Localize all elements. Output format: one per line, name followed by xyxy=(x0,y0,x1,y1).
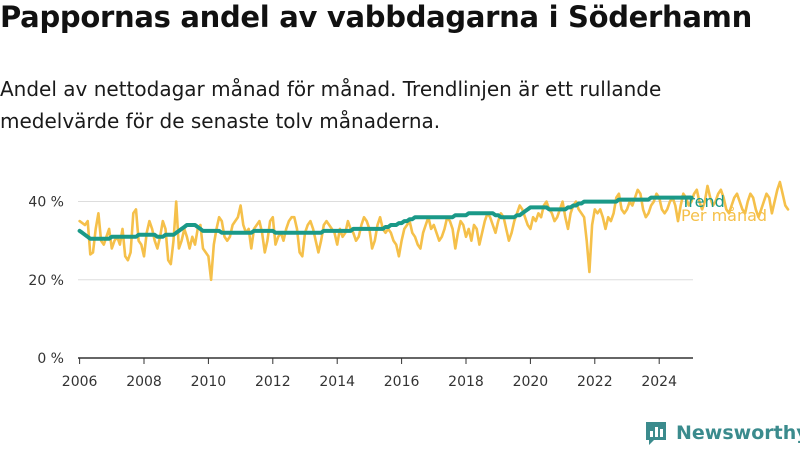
series-label-trend: Trend xyxy=(680,192,725,211)
x-tick-label: 2010 xyxy=(191,374,227,390)
x-tick-label: 2020 xyxy=(513,374,549,390)
x-tick-label: 2024 xyxy=(641,374,677,390)
newsworthy-logo[interactable]: Newsworthy xyxy=(644,418,800,448)
trend-line xyxy=(77,195,694,241)
newsworthy-bar-chart-logo-icon xyxy=(646,422,666,445)
chart-subtitle: Andel av nettodagar månad för månad. Tre… xyxy=(0,77,662,133)
y-tick-label: 0 % xyxy=(37,351,64,367)
logo-text: Newsworthy xyxy=(676,422,800,444)
x-tick-label: 2016 xyxy=(384,374,420,390)
x-tick-label: 2014 xyxy=(319,374,355,390)
series-label-monthly: Per månad xyxy=(681,206,767,225)
axes: 0 % 20 % 40 % 2006 2008 2010 2012 2014 2016 2018 2… xyxy=(28,195,693,390)
x-tick-label: 2012 xyxy=(255,374,291,390)
x-tick-label: 2022 xyxy=(577,374,613,390)
y-tick-label: 20 % xyxy=(28,273,64,289)
line-chart: 0 % 20 % 40 % 2006 2008 2010 2012 2014 2016 2018 2… xyxy=(28,180,790,390)
x-tick-label: 2006 xyxy=(62,374,98,390)
x-tick-label: 2008 xyxy=(126,374,162,390)
y-tick-label: 40 % xyxy=(28,195,64,211)
series xyxy=(77,180,790,282)
x-tick-label: 2018 xyxy=(448,374,484,390)
chart-title: Pappornas andel av vabbdagarna i Söderha… xyxy=(0,0,752,34)
